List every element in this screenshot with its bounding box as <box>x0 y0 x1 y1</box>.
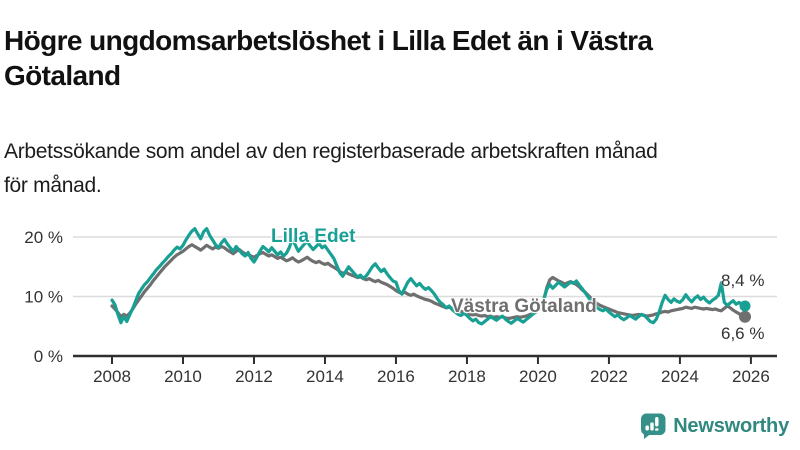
series-label-lilla-edet: Lilla Edet <box>271 226 356 247</box>
x-axis-tick-label: 2010 <box>164 367 202 386</box>
y-axis-tick-label: 0 % <box>34 347 63 366</box>
series-label-vastra-gotaland: Västra Götaland <box>451 296 597 317</box>
chart-title: Högre ungdomsarbetslöshet i Lilla Edet ä… <box>4 23 788 93</box>
y-axis-tick-label: 20 % <box>24 228 63 247</box>
x-axis-tick-label: 2008 <box>93 367 131 386</box>
chart-subtitle: Arbetssökande som andel av den registerb… <box>4 135 788 203</box>
y-axis-tick-label: 10 % <box>24 288 63 307</box>
x-axis-tick-label: 2022 <box>590 367 628 386</box>
chart-title-line1: Högre ungdomsarbetslöshet i Lilla Edet ä… <box>4 24 653 56</box>
brand-name: Newsworthy <box>673 414 789 437</box>
x-axis-tick-label: 2024 <box>661 367 699 386</box>
end-value-vastra-gotaland: 6,6 % <box>721 324 765 343</box>
chart-subtitle-line1: Arbetssökande som andel av den registerb… <box>4 140 658 163</box>
x-axis-tick-label: 2016 <box>377 367 415 386</box>
x-axis-tick-label: 2012 <box>235 367 273 386</box>
newsworthy-logo: Newsworthy <box>640 413 789 439</box>
series-line-0 <box>110 243 747 321</box>
x-axis-tick-label: 2020 <box>519 367 557 386</box>
chart-title-line2: Götaland <box>4 59 121 91</box>
x-axis-tick-label: 2014 <box>306 367 344 386</box>
series-end-dot-1 <box>739 300 751 312</box>
x-axis-tick-label: 2018 <box>448 367 486 386</box>
x-axis-tick-label: 2026 <box>732 367 770 386</box>
bar-chart-speech-bubble-icon <box>641 413 666 439</box>
series-end-dot-0 <box>739 310 751 323</box>
chart-subtitle-line2: för månad. <box>4 174 102 197</box>
end-value-lilla-edet: 8,4 % <box>721 271 765 290</box>
series-line-1 <box>110 227 747 326</box>
